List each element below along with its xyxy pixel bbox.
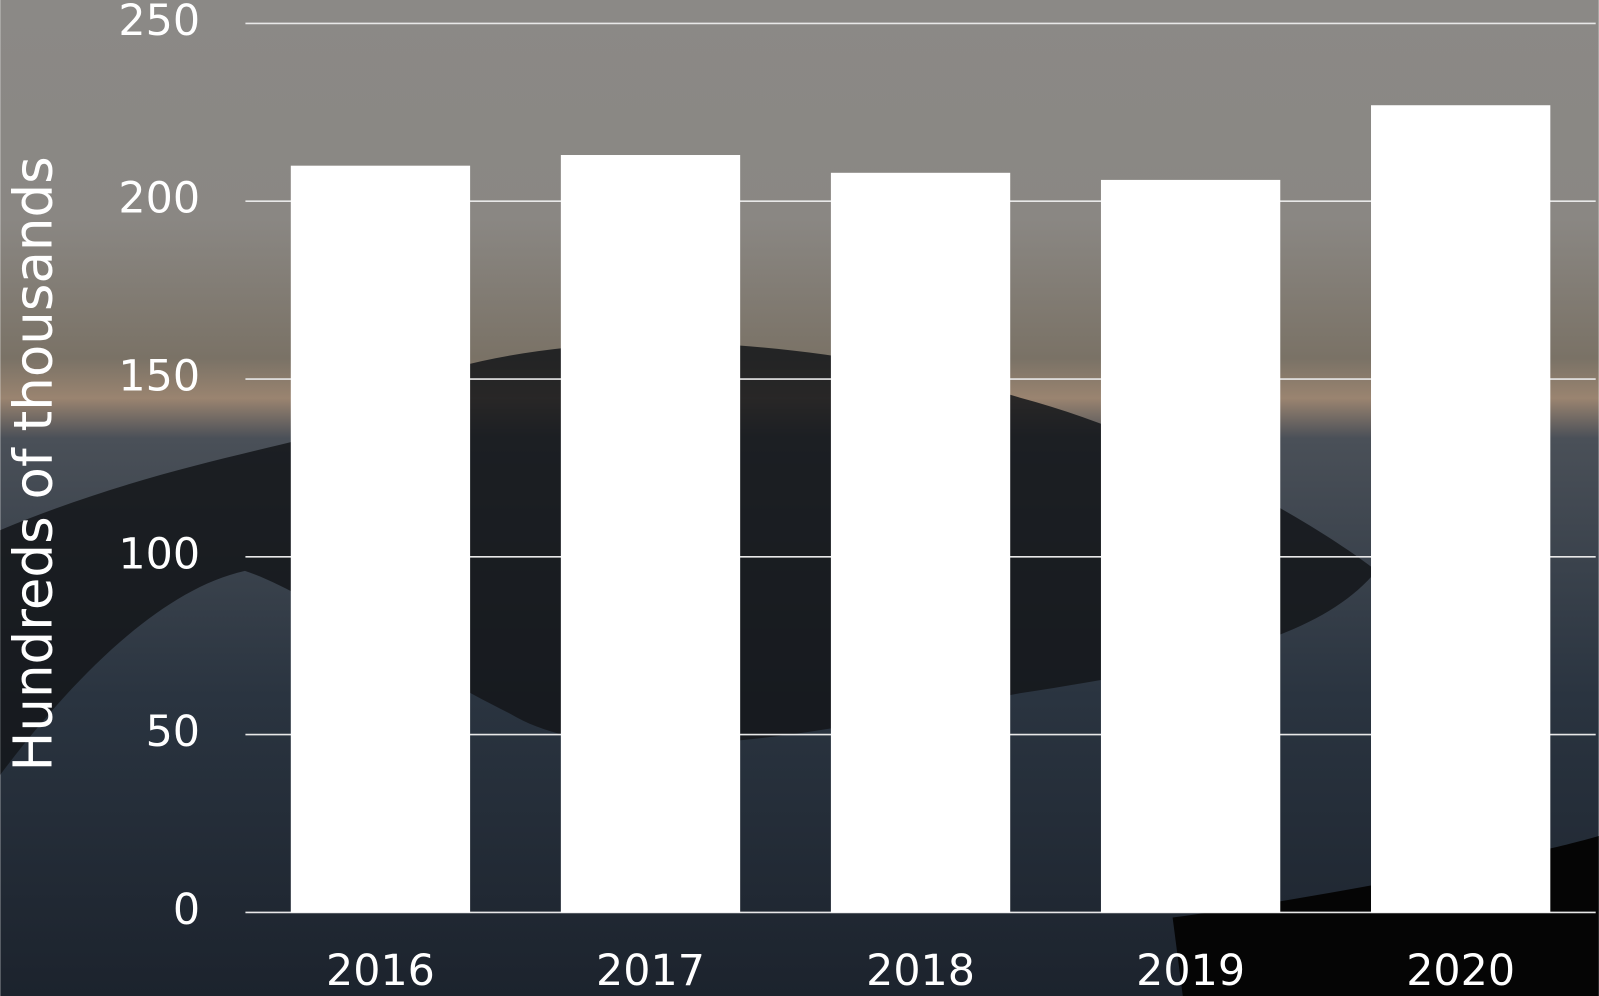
- y-tick-label: 200: [118, 174, 200, 224]
- y-tick-label: 150: [118, 352, 200, 402]
- x-tick-label: 2016: [326, 946, 435, 996]
- y-tick-label: 100: [118, 529, 200, 579]
- x-tick-label: 2018: [866, 946, 975, 996]
- x-tick-label: 2017: [596, 946, 705, 996]
- y-tick-label: 50: [146, 707, 200, 757]
- bar: [290, 165, 471, 913]
- y-axis-title: Hundreds of thousands: [3, 156, 65, 771]
- bars: [290, 105, 1551, 913]
- bar: [1371, 105, 1551, 913]
- labels: 0 50 100 150 200 250 2016 2017 2018 2019 2020: [118, 0, 1515, 996]
- bar: [1100, 179, 1281, 913]
- y-tick-label: 0: [173, 885, 200, 935]
- y-tick-label: 250: [118, 0, 200, 46]
- x-tick-label: 2019: [1136, 946, 1245, 996]
- bar: [560, 155, 741, 913]
- bar: [830, 172, 1011, 913]
- x-tick-label: 2020: [1406, 946, 1515, 996]
